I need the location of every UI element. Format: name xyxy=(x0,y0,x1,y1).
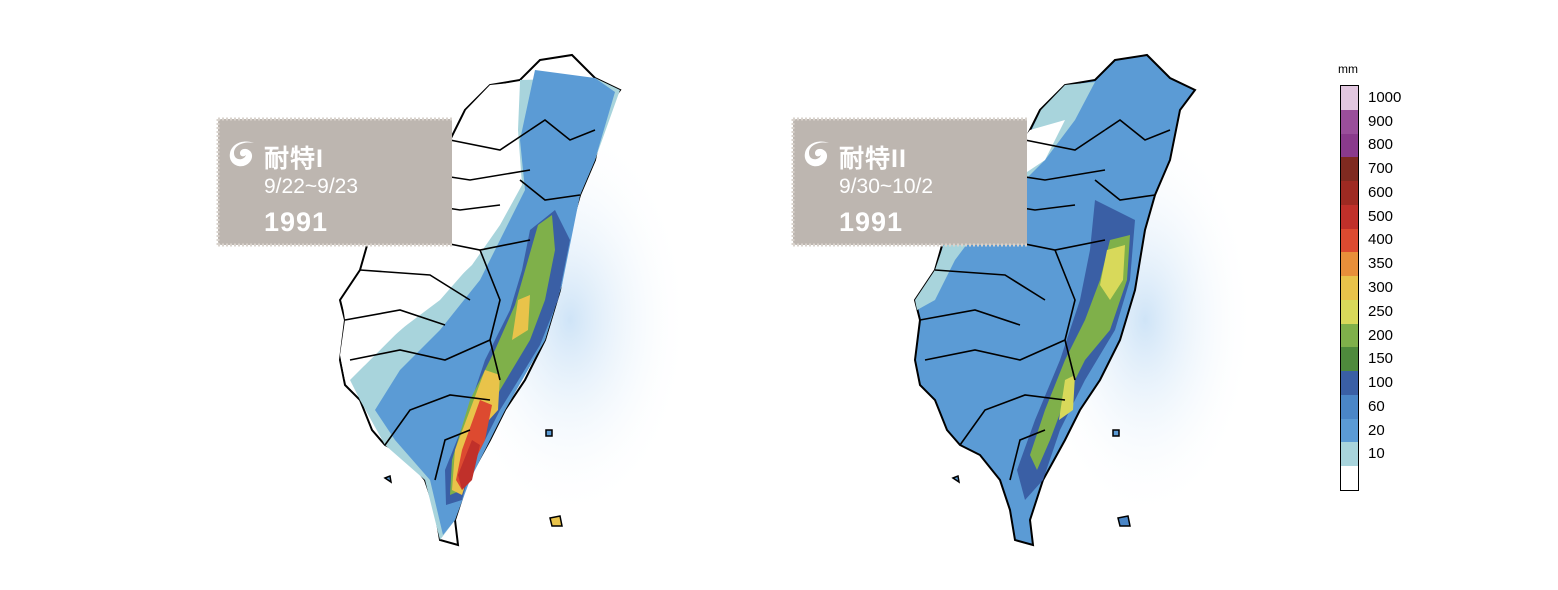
legend-label: 300 xyxy=(1368,279,1394,296)
rain-zone-200 xyxy=(1030,235,1130,470)
rain-zone-300 xyxy=(1059,245,1125,420)
rain-zone-500 xyxy=(458,440,480,490)
legend-swatch xyxy=(1341,181,1358,205)
legend-label: 900 xyxy=(1368,112,1394,130)
legend-label: 10 xyxy=(1368,445,1385,463)
taiwan-rainfall-map-1 xyxy=(338,53,690,547)
orchid-island xyxy=(549,515,563,527)
legend-swatch xyxy=(1341,109,1358,134)
rainfall-map-panel-1: 耐特I 9/22~9/23 1991 xyxy=(200,0,760,590)
legend-swatch xyxy=(1341,204,1358,229)
legend-unit: mm xyxy=(1338,62,1358,76)
legend-swatch xyxy=(1341,133,1358,158)
legend-label: 250 xyxy=(1368,302,1394,320)
orchid-island xyxy=(1117,515,1131,527)
storm-year: 1991 xyxy=(839,207,904,237)
legend-label: 800 xyxy=(1368,136,1394,154)
penghu-islands xyxy=(951,474,961,484)
storm-name: 耐特I xyxy=(264,145,324,173)
card-background xyxy=(216,117,452,247)
green-island xyxy=(1112,429,1120,437)
legend-label: 60 xyxy=(1368,397,1385,415)
legend-swatch xyxy=(1341,394,1358,419)
typhoon-icon xyxy=(229,141,254,167)
legend-label: 350 xyxy=(1368,255,1394,273)
legend-swatch xyxy=(1341,157,1358,182)
legend-label: 100 xyxy=(1368,374,1394,392)
rainfall-legend: mm 1000 900 800 700 600 500 400 350 300 250 200 150… xyxy=(1330,60,1440,500)
legend-swatch xyxy=(1341,299,1358,324)
legend-swatch xyxy=(1341,466,1358,490)
legend-label: 1000 xyxy=(1368,88,1402,106)
legend-swatch xyxy=(1341,442,1358,467)
storm-name: 耐特II xyxy=(839,145,907,173)
legend-swatch xyxy=(1341,347,1358,372)
legend-label: 600 xyxy=(1368,183,1394,201)
legend-swatch xyxy=(1341,418,1358,443)
legend-label: 150 xyxy=(1368,350,1394,368)
legend-color-bar xyxy=(1340,85,1359,491)
legend-label: 20 xyxy=(1368,421,1385,439)
rainfall-map-panel-2: 耐特II 9/30~10/2 1991 xyxy=(775,0,1335,590)
rain-zone-20 xyxy=(375,70,615,535)
legend-swatch xyxy=(1341,323,1358,348)
legend-label: 700 xyxy=(1368,160,1394,178)
penghu-islands xyxy=(383,474,393,484)
green-island xyxy=(545,429,553,437)
legend-swatch xyxy=(1341,276,1358,300)
storm-dates: 9/22~9/23 xyxy=(264,175,359,198)
taiwan-rainfall-map-2 xyxy=(913,53,1255,547)
legend-swatch xyxy=(1341,86,1358,110)
legend-swatch xyxy=(1341,252,1358,277)
legend-label: 400 xyxy=(1368,231,1394,249)
storm-dates: 9/30~10/2 xyxy=(839,175,934,198)
storm-info-card-1: 耐特I 9/22~9/23 1991 xyxy=(216,117,452,247)
storm-info-card-2: 耐特II 9/30~10/2 1991 xyxy=(791,117,1027,247)
legend-label: 500 xyxy=(1368,207,1394,225)
legend-swatch xyxy=(1341,228,1358,253)
card-background xyxy=(791,117,1027,247)
typhoon-icon xyxy=(804,141,829,167)
storm-year: 1991 xyxy=(264,207,329,237)
legend-label: 200 xyxy=(1368,326,1394,344)
legend-swatch xyxy=(1341,371,1358,395)
